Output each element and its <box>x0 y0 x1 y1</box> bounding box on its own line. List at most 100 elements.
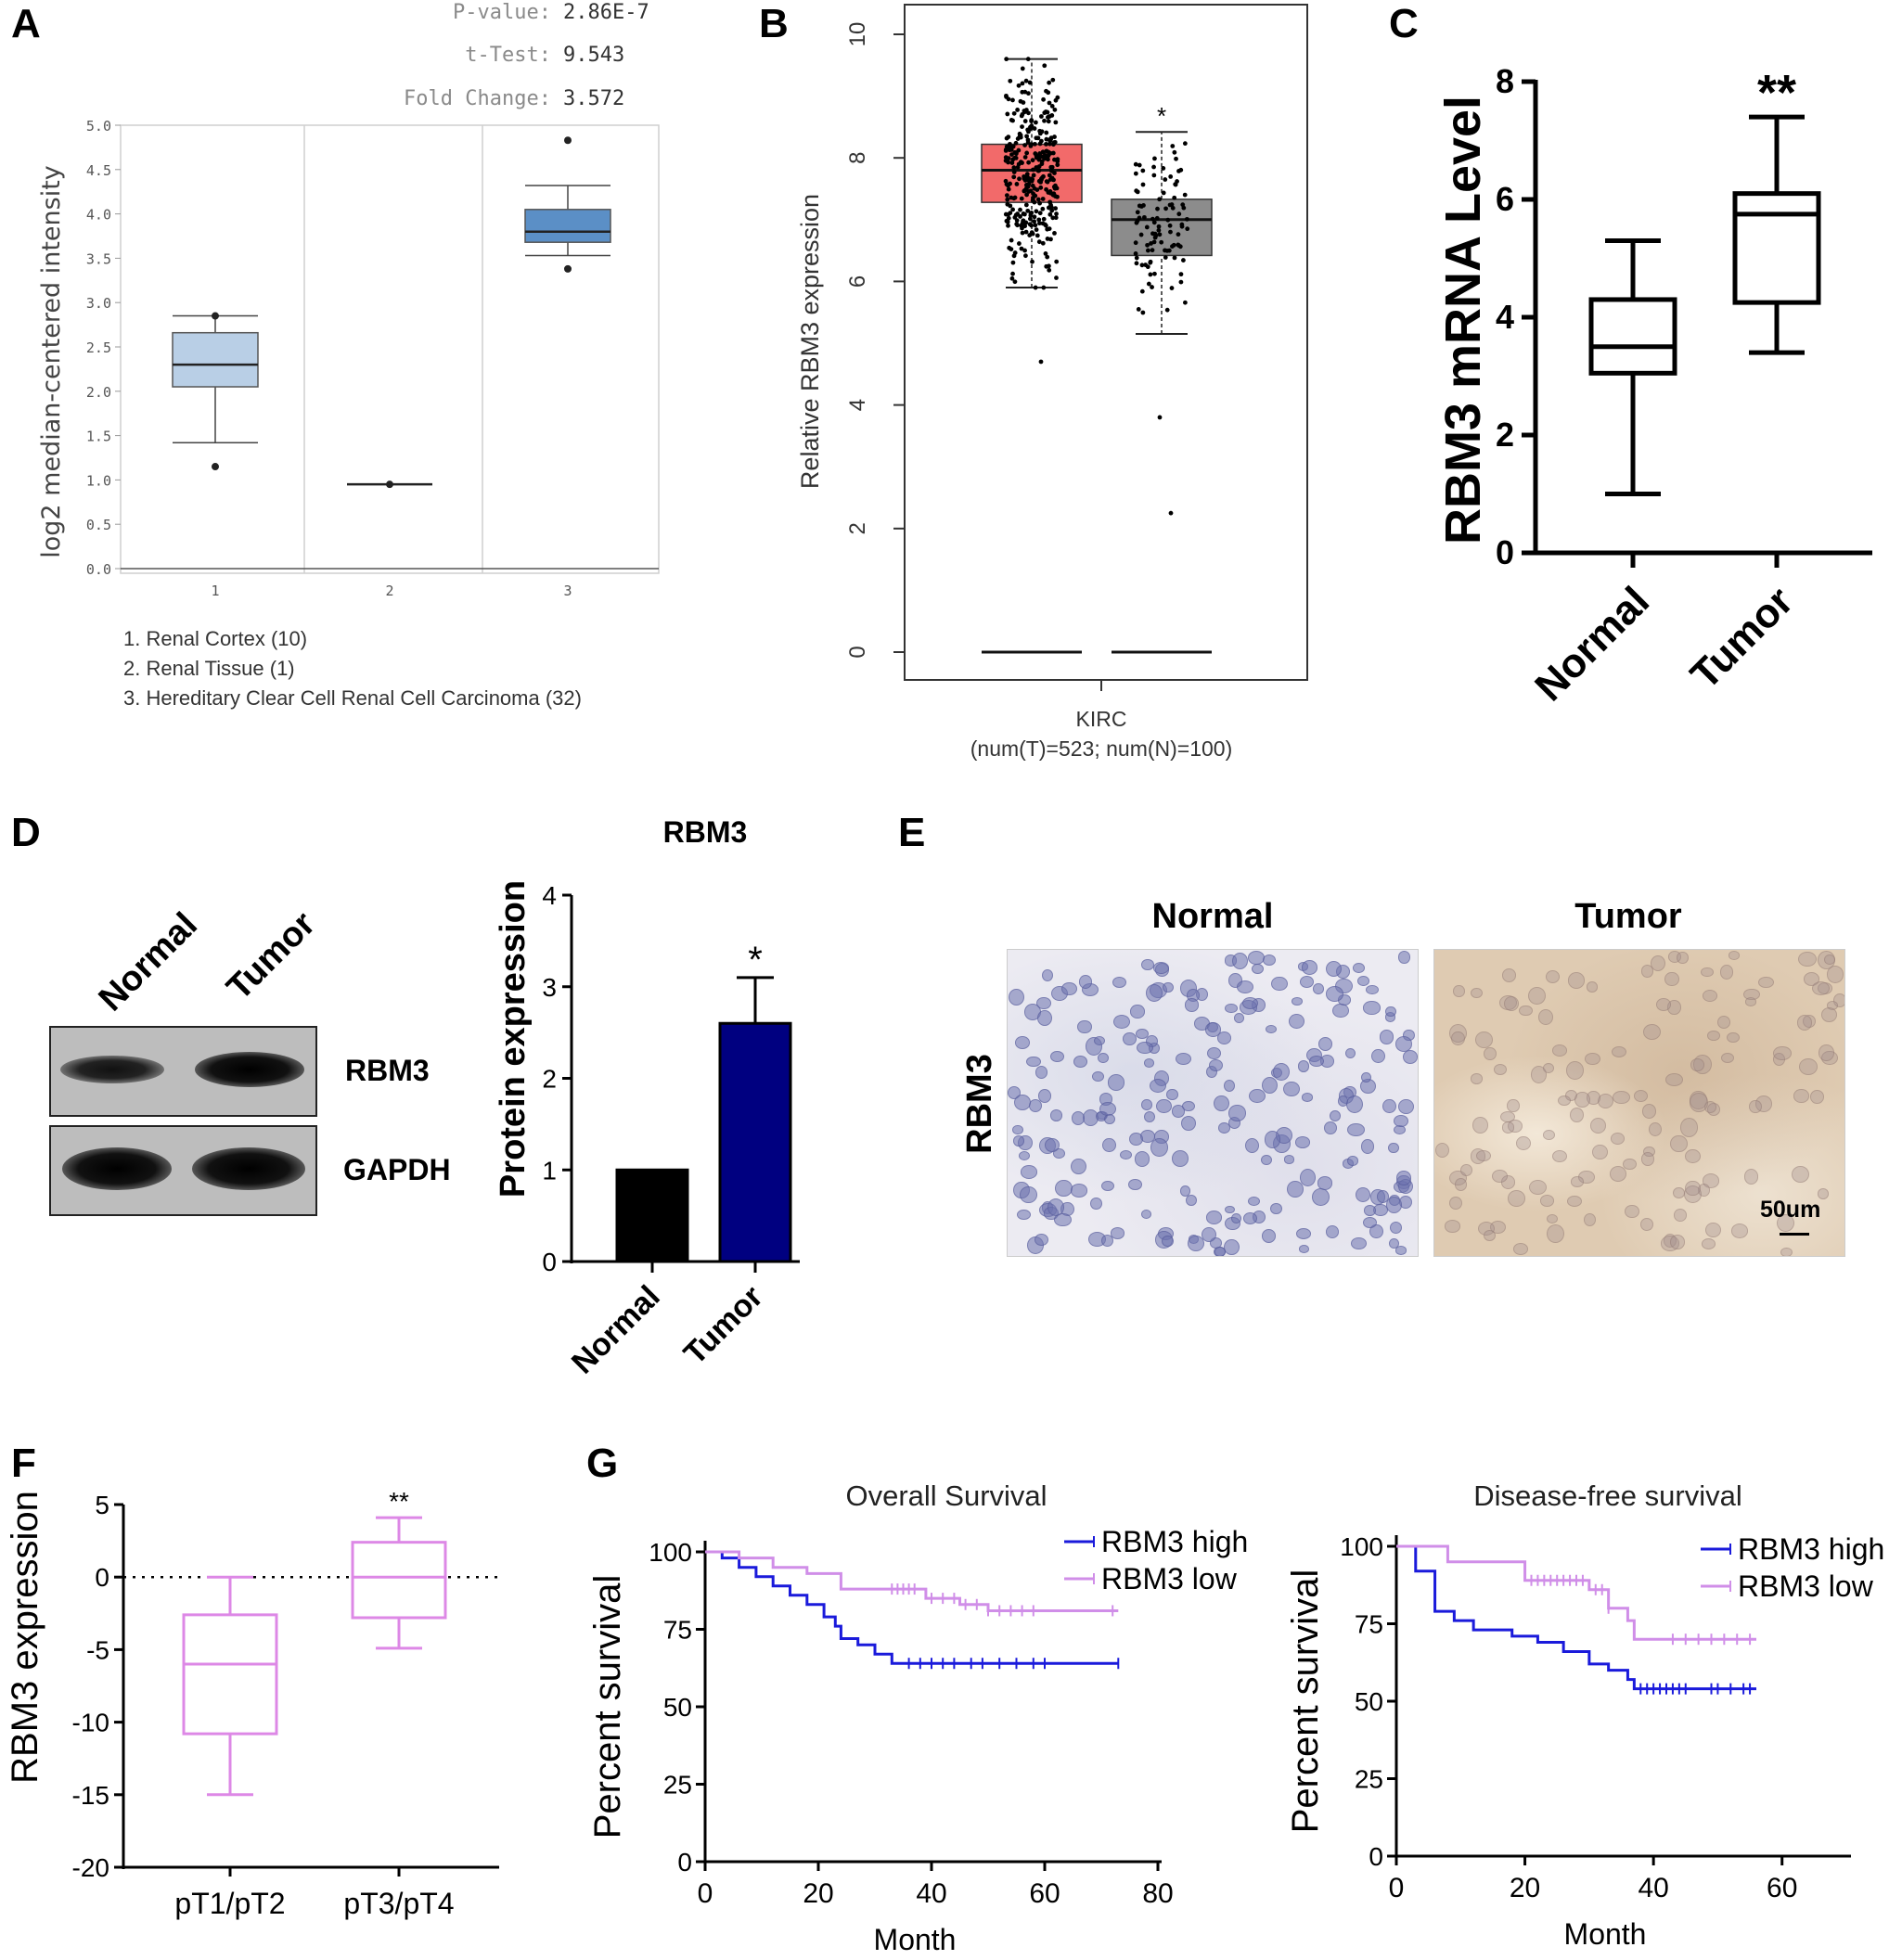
y-tick-label: 4 <box>542 881 557 910</box>
cell-nucleus <box>1261 1076 1279 1095</box>
cell-nucleus <box>1664 971 1679 987</box>
cell-nucleus <box>1036 996 1051 1009</box>
data-point <box>1019 196 1024 201</box>
data-point <box>1005 111 1010 117</box>
data-point <box>1015 108 1021 112</box>
panel-d-title: RBM3 <box>663 815 748 849</box>
blot-band <box>62 1147 172 1190</box>
data-point <box>1037 151 1043 157</box>
data-point <box>1039 114 1044 119</box>
data-point <box>1030 158 1035 163</box>
histo-column-label: Tumor <box>1574 897 1682 936</box>
cell-nucleus <box>1558 1095 1571 1106</box>
data-point <box>1026 160 1032 165</box>
data-point <box>1053 120 1059 125</box>
cell-nucleus <box>1230 1212 1242 1224</box>
x-tick-label: Normal <box>1526 578 1658 710</box>
cell-nucleus <box>1210 1237 1223 1249</box>
data-point <box>1133 161 1138 167</box>
cell-nucleus <box>1143 1057 1155 1068</box>
cell-nucleus <box>1810 1090 1825 1104</box>
data-point <box>1161 166 1166 171</box>
data-point <box>1018 98 1023 104</box>
cell-nucleus <box>1728 951 1741 960</box>
x-tick-label: Tumor <box>1682 578 1802 698</box>
cell-nucleus <box>1130 1005 1145 1018</box>
y-tick-label: 0.5 <box>86 517 111 533</box>
data-point <box>1031 173 1036 178</box>
data-point <box>1017 241 1022 246</box>
cell-nucleus <box>1207 1046 1222 1059</box>
data-point <box>1050 215 1056 221</box>
data-point <box>1151 173 1157 178</box>
cell-nucleus <box>1515 1135 1532 1151</box>
y-tick-label: 10 <box>845 22 870 47</box>
data-point <box>1045 226 1050 232</box>
cell-nucleus <box>1388 1142 1399 1153</box>
data-point <box>1152 271 1157 276</box>
x-tick-label: pT1/pT2 <box>174 1887 285 1920</box>
data-point <box>1029 123 1035 129</box>
cell-nucleus <box>1727 1031 1740 1043</box>
box <box>1732 191 1821 305</box>
data-point <box>1172 195 1177 200</box>
data-point <box>1044 148 1049 154</box>
data-point <box>1139 204 1144 209</box>
data-point <box>1035 233 1040 238</box>
cell-nucleus <box>1552 1150 1567 1163</box>
data-point <box>1053 215 1059 221</box>
cell-nucleus <box>1379 1030 1394 1044</box>
cell-nucleus <box>1643 1023 1662 1040</box>
cell-nucleus <box>1716 1016 1730 1030</box>
y-tick-label: 50 <box>1355 1687 1383 1716</box>
survival-curve <box>705 1550 1119 1612</box>
cell-nucleus <box>1690 1057 1705 1071</box>
cell-nucleus <box>1471 1073 1484 1084</box>
data-point <box>1030 259 1035 264</box>
cell-nucleus <box>1045 1138 1060 1153</box>
cell-nucleus <box>1241 997 1259 1010</box>
cell-nucleus <box>1504 996 1520 1012</box>
cell-nucleus <box>1494 1063 1508 1075</box>
data-point <box>1146 281 1151 287</box>
cell-nucleus <box>1744 997 1757 1006</box>
cell-nucleus <box>1670 1235 1686 1249</box>
data-point <box>1182 192 1188 198</box>
cell-nucleus <box>1454 1178 1467 1192</box>
data-point <box>1033 120 1038 125</box>
cell-nucleus <box>1325 1224 1340 1238</box>
cell-nucleus <box>1070 1184 1088 1198</box>
y-axis-label: Percent survival <box>1285 1569 1326 1834</box>
cell-nucleus <box>1248 1088 1266 1103</box>
data-point <box>1038 359 1044 365</box>
cell-nucleus <box>1150 1079 1167 1094</box>
data-point <box>1169 286 1175 290</box>
data-point <box>1150 216 1155 222</box>
cell-nucleus <box>1641 1152 1654 1166</box>
cell-nucleus <box>1016 1209 1032 1221</box>
cell-nucleus <box>1098 1053 1109 1064</box>
cell-nucleus <box>1394 1035 1413 1052</box>
data-point <box>1148 260 1153 265</box>
data-point <box>1020 124 1024 129</box>
cell-nucleus <box>1656 998 1672 1012</box>
data-point <box>1054 259 1060 264</box>
y-tick-label: 3.5 <box>86 250 111 267</box>
cell-nucleus <box>1287 1180 1304 1198</box>
y-tick-label: 5.0 <box>86 118 111 135</box>
data-point <box>1050 77 1056 83</box>
legend-label: RBM3 high <box>1101 1525 1248 1558</box>
cell-nucleus <box>1773 1046 1792 1060</box>
cell-nucleus <box>1140 1209 1151 1219</box>
data-point <box>1011 165 1017 171</box>
cell-nucleus <box>1204 1022 1222 1038</box>
cell-nucleus <box>1818 1044 1834 1061</box>
cell-nucleus <box>1749 1099 1762 1114</box>
data-point <box>1006 96 1011 102</box>
cell-nucleus <box>1012 1135 1024 1147</box>
legend-label: RBM3 low <box>1738 1569 1874 1603</box>
cell-nucleus <box>1351 1236 1368 1250</box>
y-tick-label: -10 <box>72 1709 109 1737</box>
cell-nucleus <box>1679 1117 1699 1137</box>
data-point <box>1183 300 1188 305</box>
